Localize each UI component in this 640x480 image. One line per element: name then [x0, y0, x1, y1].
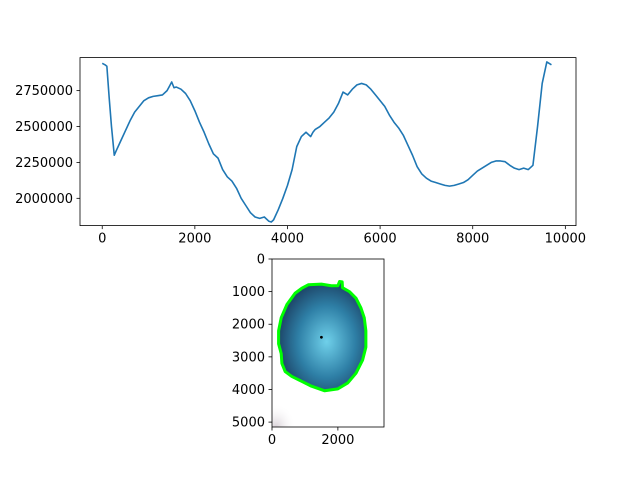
y-tick-label: 2750000: [15, 84, 73, 99]
series-line-0: [101, 61, 552, 223]
image-panel-content: [272, 259, 384, 427]
y-tick-label: 2000000: [15, 192, 73, 207]
image-panel-y-ticks: 0 1000 2000 3000 4000 5000: [232, 253, 272, 431]
image-y-tick-label: 0: [257, 253, 265, 268]
image-y-tick-label: 2000: [232, 318, 265, 333]
image-y-tick-label: 4000: [232, 383, 265, 398]
line-chart-plot-area: [80, 57, 576, 226]
line-chart-frame: [79, 57, 577, 226]
line-chart-plot: [101, 61, 552, 223]
image-y-tick-label: 3000: [232, 350, 265, 365]
x-tick-label: 8000: [456, 232, 489, 247]
object-contour: [277, 280, 368, 393]
line-chart: 0 2000 4000 6000 8000 10000 2000000 2250000 250…: [15, 57, 586, 247]
x-tick-label: 0: [98, 232, 106, 247]
image-panel-frame: [271, 258, 385, 428]
image-y-tick-label: 1000: [232, 285, 265, 300]
fruit-object: [278, 281, 366, 391]
y-tick-label: 2500000: [15, 120, 73, 135]
x-tick-label: 2000: [178, 232, 211, 247]
x-tick-label: 4000: [271, 232, 304, 247]
image-x-tick-label: 0: [268, 433, 276, 448]
image-panel: 0 2000 0 1000 2000 3000 4000 5000: [232, 253, 385, 448]
x-tick-label: 10000: [545, 232, 586, 247]
y-tick-label: 2250000: [15, 156, 73, 171]
image-y-tick-label: 5000: [232, 416, 265, 431]
line-chart-x-ticks: 0 2000 4000 6000 8000 10000: [98, 225, 586, 247]
line-chart-y-ticks: 2000000 2250000 2500000 2750000: [15, 84, 80, 207]
image-panel-x-ticks: 0 2000: [268, 427, 354, 448]
image-shadow: [272, 380, 312, 427]
image-x-tick-label: 2000: [321, 433, 354, 448]
centroid-marker: [320, 335, 323, 339]
x-tick-label: 6000: [364, 232, 397, 247]
